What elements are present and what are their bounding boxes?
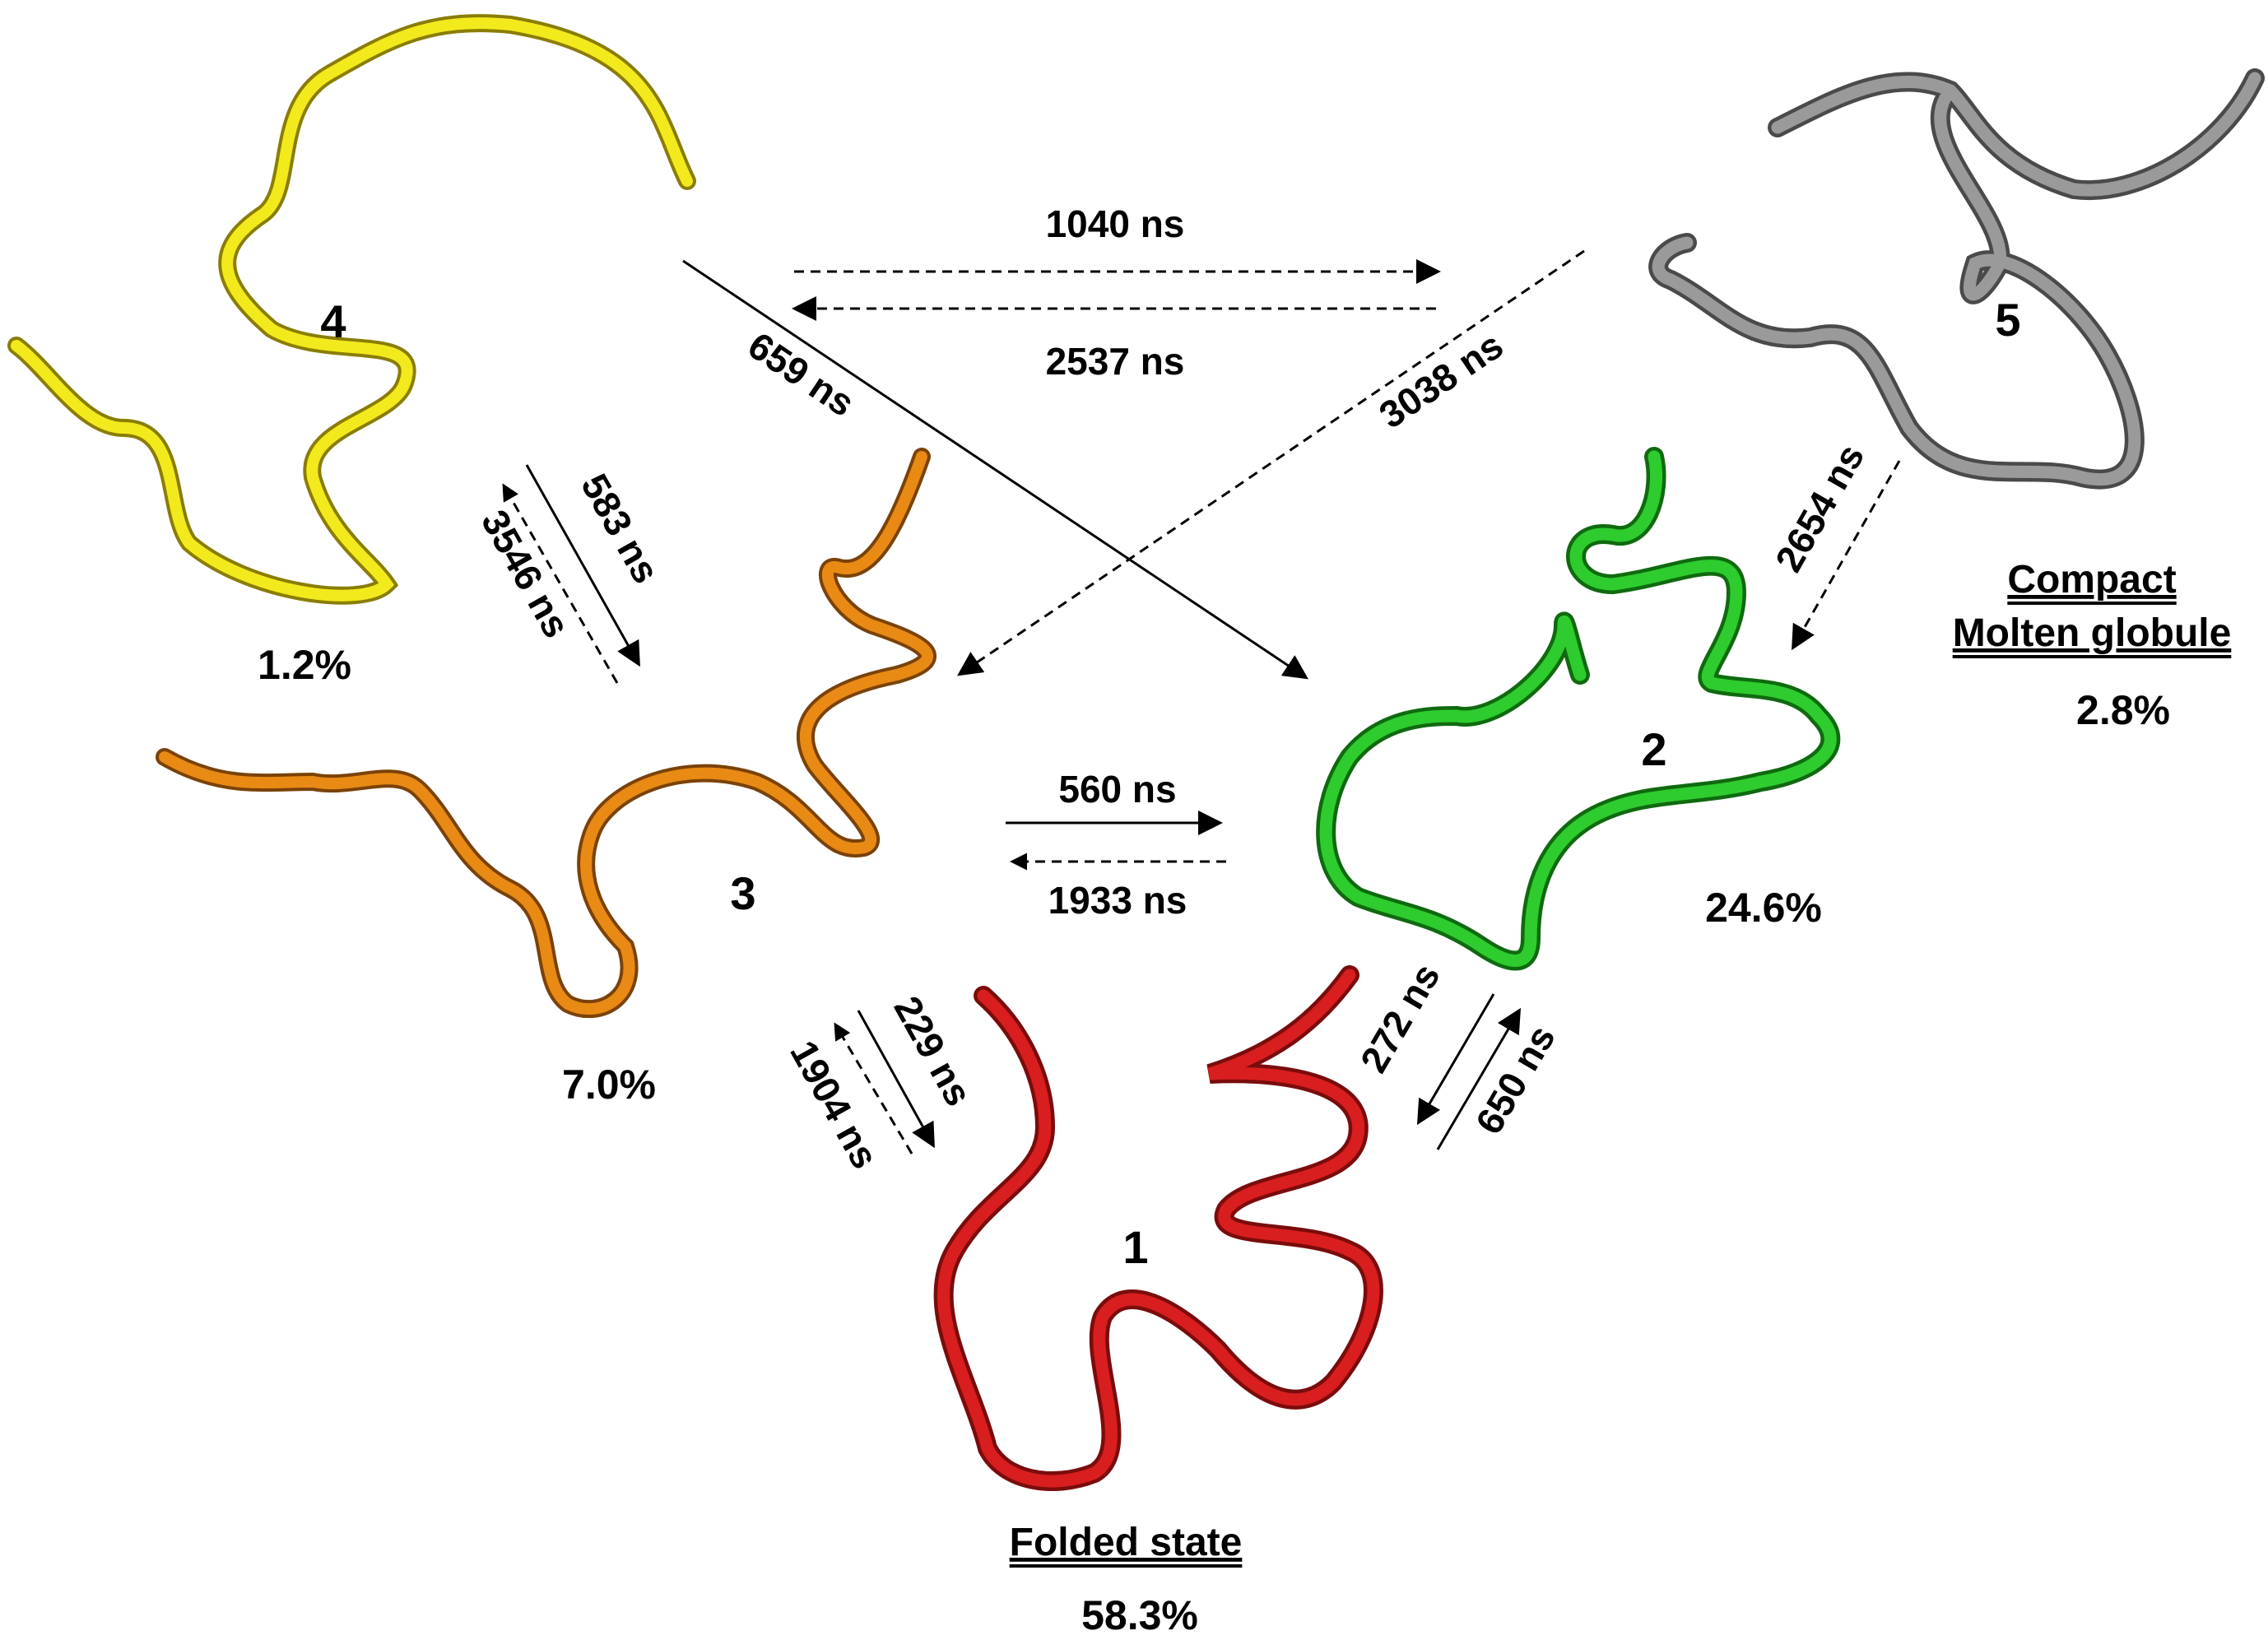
rate-1-to-3: 1904 ns <box>782 1034 887 1176</box>
arrow-5-to-2 <box>1792 460 1901 651</box>
arrow-3-to-4 <box>502 483 619 684</box>
state-2-percent: 24.6% <box>1705 885 1822 931</box>
arrow-3-to-1 <box>857 1010 935 1149</box>
state-1-ribbon <box>933 965 1383 1491</box>
state-5-caption-line-1: Compact <box>2007 558 2176 602</box>
rate-1-to-2: 650 ns <box>1467 1018 1564 1141</box>
rate-3-to-1: 229 ns <box>885 989 980 1113</box>
rate-5-to-2: 2654 ns <box>1767 437 1873 578</box>
rate-3-to-2: 560 ns <box>1058 768 1176 811</box>
state-1-caption: Folded state <box>1010 1521 1243 1564</box>
arrow-1-to-2 <box>1436 1007 1522 1150</box>
state-4-ribbon <box>7 14 696 605</box>
arrow-1-to-3 <box>834 1022 913 1155</box>
arrow-5-to-3 <box>957 249 1585 676</box>
rate-2-to-3: 1933 ns <box>1048 879 1187 922</box>
arrow-4-to-2 <box>682 259 1308 680</box>
rate-5-to-4: 2537 ns <box>1046 340 1185 383</box>
state-1-number: 1 <box>1122 1221 1148 1273</box>
rate-4-to-5: 1040 ns <box>1046 202 1185 245</box>
state-5-caption-line-2: Molten globule <box>1953 611 2232 655</box>
state-2-ribbon <box>1316 447 1841 971</box>
arrow-4-to-3 <box>525 464 640 667</box>
state-5-ribbon <box>1648 68 2265 490</box>
state-4-number: 4 <box>320 295 346 347</box>
state-4-percent: 1.2% <box>258 642 351 688</box>
state-1-percent: 58.3% <box>1081 1592 1198 1638</box>
state-5-number: 5 <box>1995 294 2020 346</box>
state-3-number: 3 <box>730 867 755 919</box>
state-3-percent: 7.0% <box>562 1062 656 1108</box>
state-3-ribbon <box>156 448 936 1019</box>
arrow-2-to-1 <box>1416 993 1495 1126</box>
state-5-percent: 2.8% <box>2076 687 2170 733</box>
state-2-number: 2 <box>1641 723 1666 775</box>
rate-2-to-1: 272 ns <box>1352 956 1448 1080</box>
